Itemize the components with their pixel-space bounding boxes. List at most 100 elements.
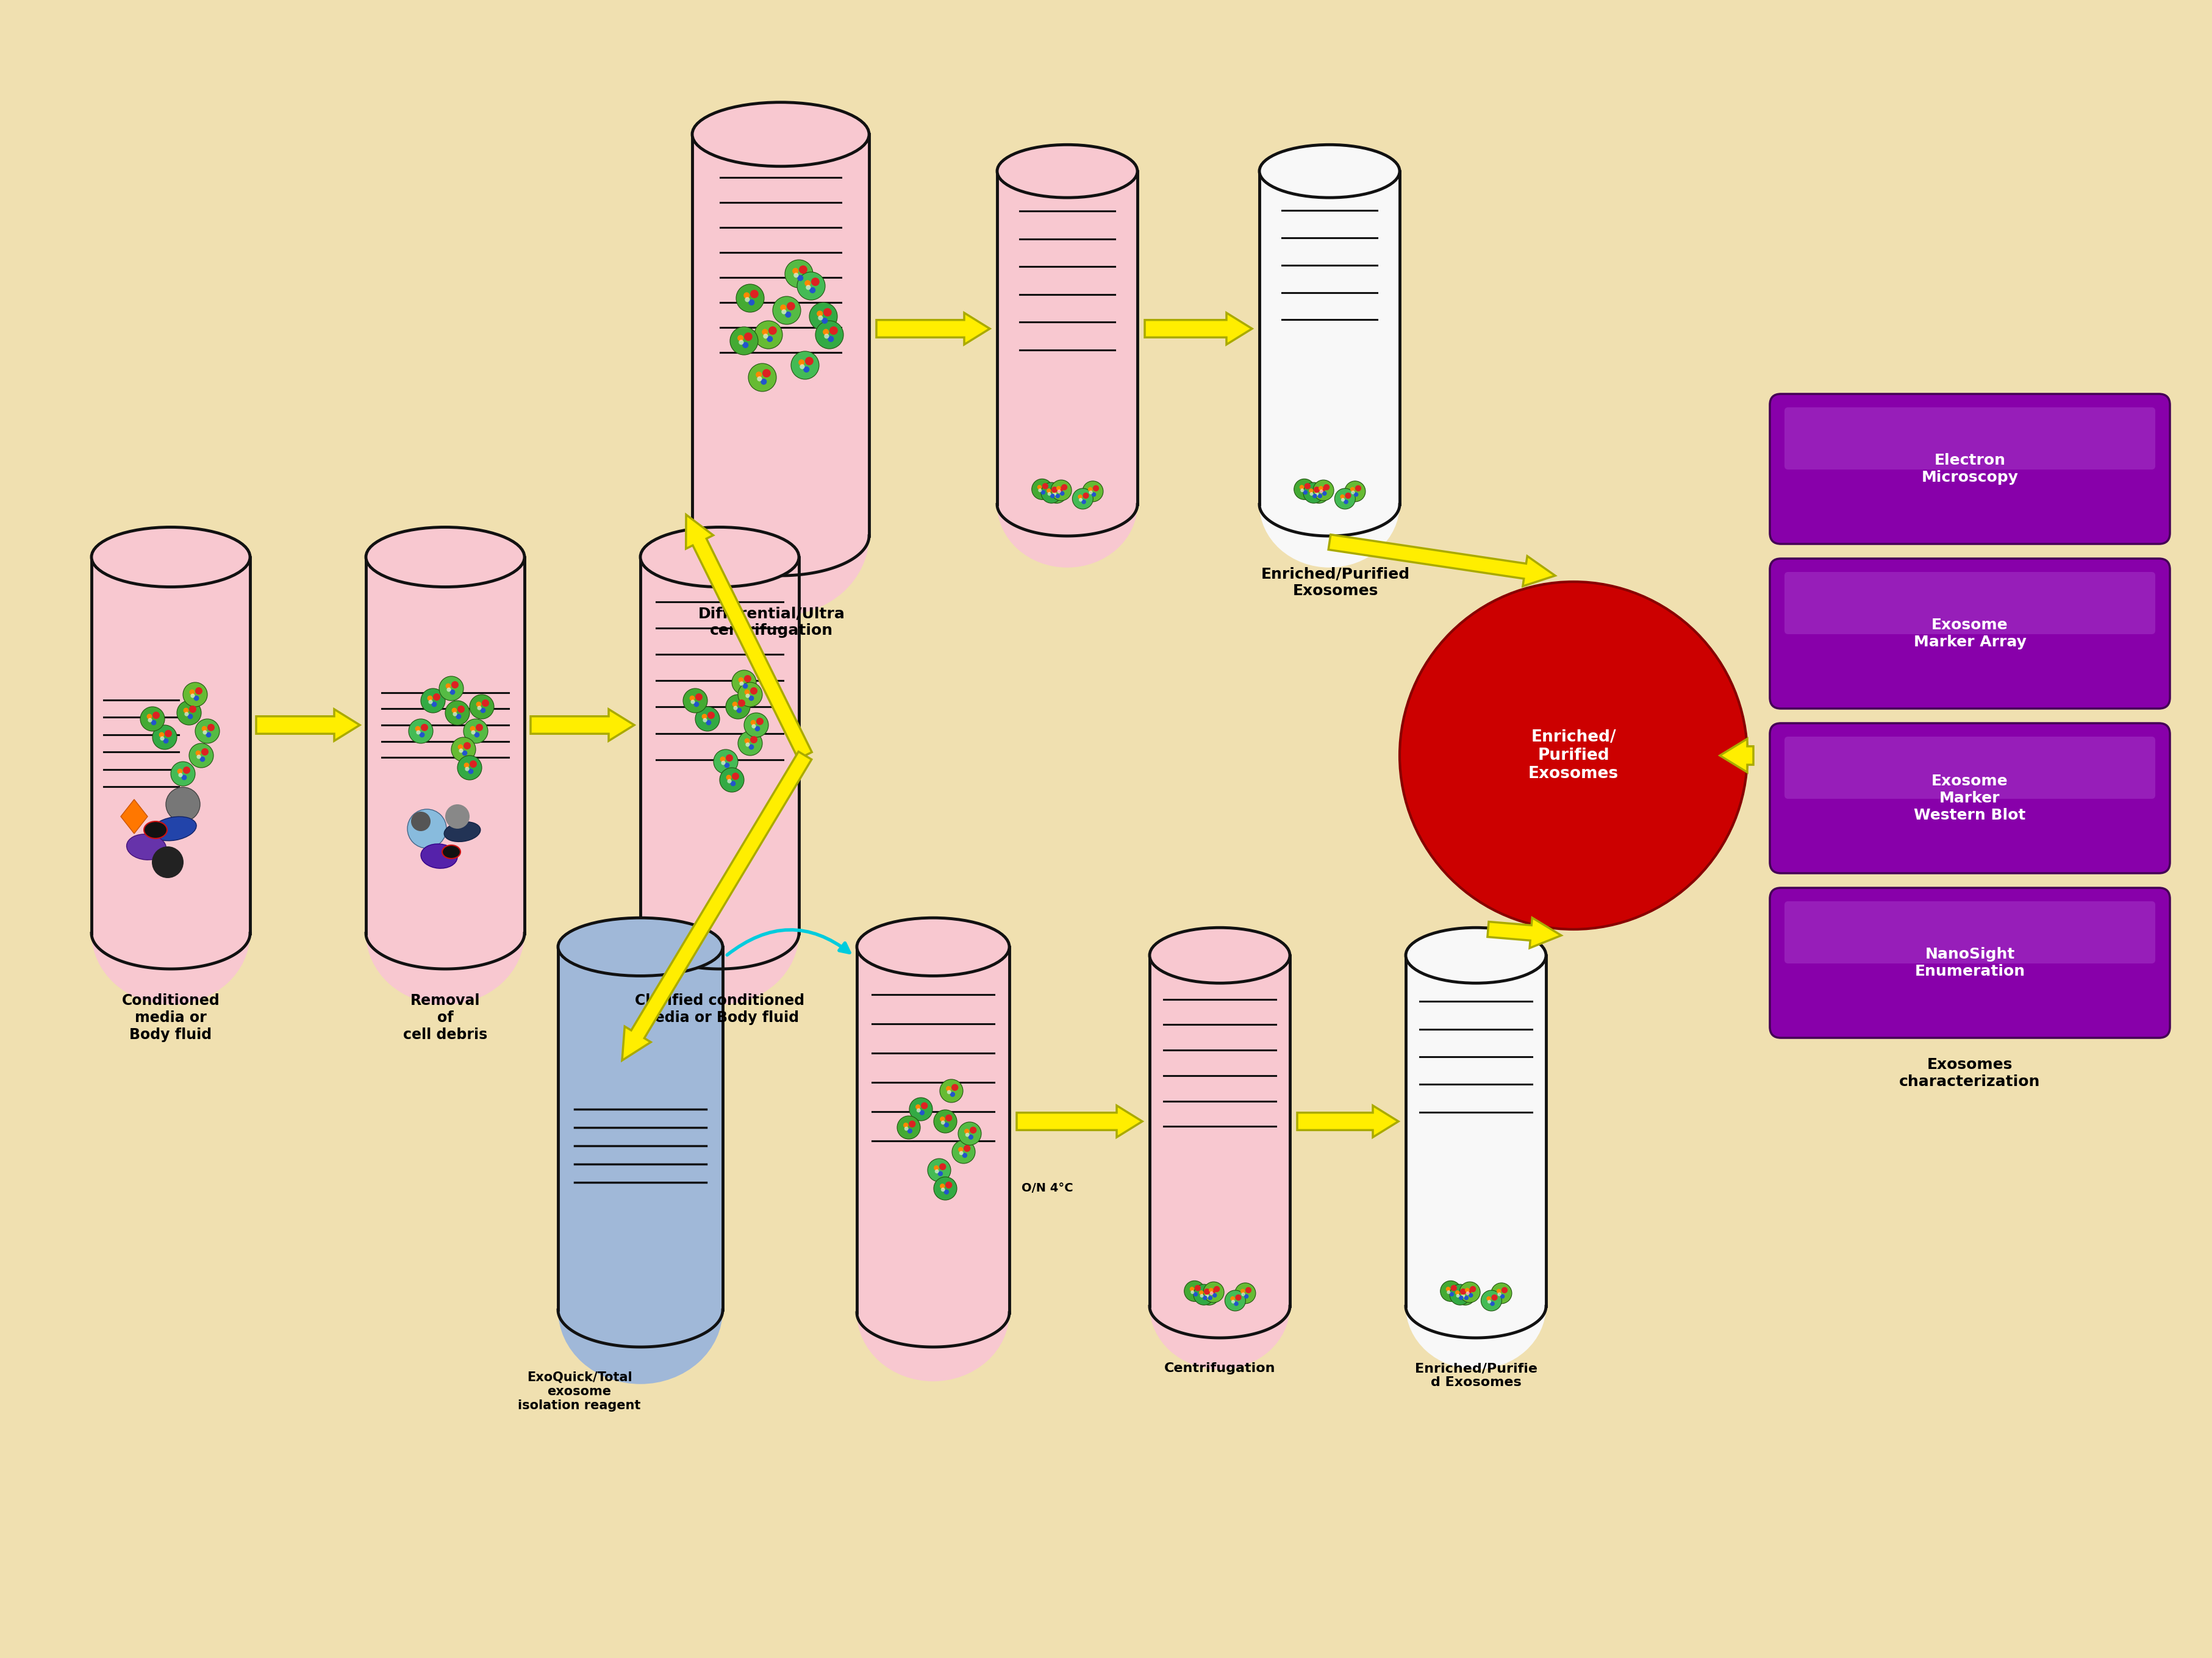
Circle shape bbox=[938, 1171, 942, 1176]
Circle shape bbox=[763, 333, 768, 338]
Circle shape bbox=[1310, 489, 1314, 492]
Circle shape bbox=[1449, 1292, 1453, 1297]
Bar bbox=[557, 947, 723, 1310]
Ellipse shape bbox=[998, 441, 1137, 567]
Circle shape bbox=[933, 1109, 958, 1132]
Circle shape bbox=[703, 718, 708, 723]
Circle shape bbox=[420, 688, 445, 713]
Circle shape bbox=[1073, 489, 1093, 509]
Ellipse shape bbox=[1259, 144, 1400, 197]
Circle shape bbox=[208, 725, 215, 731]
Circle shape bbox=[723, 763, 730, 768]
Circle shape bbox=[469, 761, 478, 768]
Circle shape bbox=[139, 706, 164, 731]
Circle shape bbox=[462, 751, 467, 756]
Circle shape bbox=[181, 774, 186, 781]
Circle shape bbox=[184, 766, 190, 774]
Circle shape bbox=[734, 706, 737, 710]
Circle shape bbox=[1356, 486, 1360, 491]
Circle shape bbox=[754, 320, 783, 348]
Text: Enriched/
Purified
Exosomes: Enriched/ Purified Exosomes bbox=[1528, 730, 1619, 781]
Circle shape bbox=[1460, 1282, 1480, 1303]
FancyArrow shape bbox=[1296, 1106, 1398, 1137]
Circle shape bbox=[792, 269, 799, 274]
Circle shape bbox=[195, 751, 201, 756]
Circle shape bbox=[445, 804, 469, 829]
Circle shape bbox=[1051, 489, 1057, 492]
Circle shape bbox=[743, 292, 750, 298]
Circle shape bbox=[177, 701, 201, 725]
Circle shape bbox=[1203, 1290, 1208, 1295]
Circle shape bbox=[1037, 484, 1042, 489]
Text: Differential/Ultra
centrifugation: Differential/Ultra centrifugation bbox=[699, 607, 845, 638]
Circle shape bbox=[451, 708, 458, 713]
Circle shape bbox=[1400, 582, 1747, 930]
Circle shape bbox=[476, 701, 482, 706]
Circle shape bbox=[1334, 489, 1356, 509]
Circle shape bbox=[748, 695, 754, 701]
Text: Electron
Microscopy: Electron Microscopy bbox=[1922, 453, 2017, 484]
Bar bbox=[856, 947, 1009, 1313]
Circle shape bbox=[1314, 486, 1321, 492]
Circle shape bbox=[201, 748, 208, 756]
Circle shape bbox=[1498, 1293, 1502, 1297]
Circle shape bbox=[745, 297, 750, 302]
Circle shape bbox=[1482, 1290, 1502, 1311]
Circle shape bbox=[690, 695, 695, 701]
Circle shape bbox=[947, 1086, 951, 1091]
Circle shape bbox=[936, 1169, 938, 1174]
FancyBboxPatch shape bbox=[1785, 572, 2154, 633]
Circle shape bbox=[1060, 491, 1064, 496]
Circle shape bbox=[933, 1166, 938, 1171]
Text: NanoSight
Enumeration: NanoSight Enumeration bbox=[1916, 947, 2026, 978]
Ellipse shape bbox=[1150, 927, 1290, 983]
Circle shape bbox=[451, 681, 458, 688]
Circle shape bbox=[745, 693, 750, 698]
Circle shape bbox=[1214, 1287, 1219, 1292]
Circle shape bbox=[805, 356, 814, 365]
FancyArrow shape bbox=[1146, 313, 1252, 345]
Circle shape bbox=[1234, 1302, 1239, 1307]
Circle shape bbox=[750, 686, 757, 695]
Circle shape bbox=[469, 726, 476, 731]
Circle shape bbox=[416, 730, 420, 734]
Bar bbox=[1150, 955, 1290, 1307]
Circle shape bbox=[745, 690, 750, 695]
Circle shape bbox=[458, 756, 482, 779]
Circle shape bbox=[905, 1126, 909, 1131]
Circle shape bbox=[1234, 1295, 1241, 1300]
Circle shape bbox=[757, 371, 761, 378]
Circle shape bbox=[1343, 499, 1349, 504]
Circle shape bbox=[927, 1159, 951, 1182]
Circle shape bbox=[940, 1116, 945, 1121]
Circle shape bbox=[1349, 487, 1354, 491]
Circle shape bbox=[1486, 1297, 1491, 1302]
FancyBboxPatch shape bbox=[1770, 887, 2170, 1038]
Circle shape bbox=[1051, 479, 1071, 501]
Circle shape bbox=[188, 706, 197, 713]
Circle shape bbox=[796, 272, 825, 300]
Circle shape bbox=[812, 277, 818, 285]
Text: Conditioned
media or
Body fluid: Conditioned media or Body fluid bbox=[122, 993, 219, 1041]
Circle shape bbox=[945, 1182, 951, 1189]
Circle shape bbox=[447, 688, 451, 691]
Circle shape bbox=[951, 1141, 975, 1164]
Circle shape bbox=[754, 726, 761, 731]
FancyArrow shape bbox=[686, 514, 812, 759]
Bar bbox=[692, 134, 869, 536]
FancyArrowPatch shape bbox=[728, 930, 849, 955]
Circle shape bbox=[465, 763, 469, 768]
Circle shape bbox=[739, 340, 743, 345]
Circle shape bbox=[159, 736, 164, 741]
Circle shape bbox=[1345, 481, 1365, 502]
Circle shape bbox=[1082, 499, 1086, 504]
Circle shape bbox=[411, 812, 431, 831]
Circle shape bbox=[750, 720, 757, 725]
Circle shape bbox=[456, 715, 462, 720]
Circle shape bbox=[1042, 482, 1062, 502]
Ellipse shape bbox=[420, 844, 458, 869]
Circle shape bbox=[197, 754, 201, 759]
Circle shape bbox=[1323, 484, 1329, 491]
Circle shape bbox=[465, 743, 471, 749]
Circle shape bbox=[969, 1127, 978, 1134]
